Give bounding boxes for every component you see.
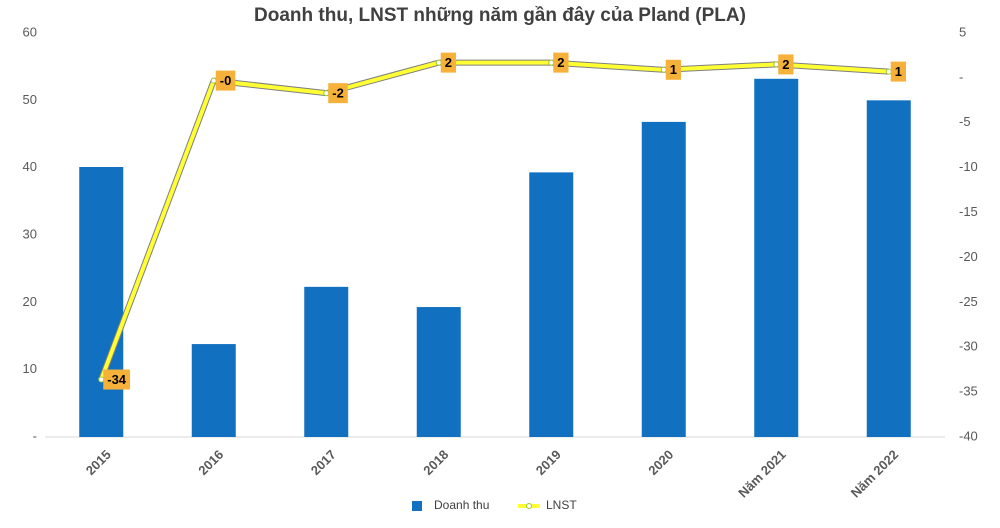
value-label: 2 [440,52,456,73]
y-tick-label: 10 [23,361,37,376]
y-tick-label: 40 [23,159,37,174]
value-label-text: 2 [782,57,789,72]
x-tick-label: 2017 [308,447,339,478]
y-tick-label: 60 [23,24,37,39]
y2-tick-label: 5 [959,24,966,39]
bar [529,172,574,437]
bar [416,307,461,437]
bar [641,121,686,437]
y-tick-label: 50 [23,92,37,107]
x-tick-label: 2015 [83,447,114,478]
value-label-text: -0 [220,73,232,88]
y2-tick-label: -30 [959,339,978,354]
y-tick-label: 20 [23,294,37,309]
marker [660,66,667,73]
bar [79,166,124,437]
y2-tick-label: -5 [959,114,971,129]
x-tick-label: 2016 [195,447,226,478]
legend-item: Doanh thu [412,498,489,512]
value-label-text: 2 [557,55,564,70]
marker [885,68,892,75]
value-label-text: 1 [895,64,902,79]
bar [754,78,799,437]
x-tick-label: Năm 2022 [848,447,902,501]
bar [866,100,911,437]
marker [210,77,217,84]
y-tick-label: 30 [23,226,37,241]
value-label-box [778,54,794,75]
y2-tick-label: -20 [959,249,978,264]
value-label-box [103,369,131,390]
y2-tick-label: -35 [959,384,978,399]
value-label-box [215,70,236,91]
value-label-text: -2 [332,86,344,101]
value-label: 1 [665,59,681,80]
value-label-box [665,59,681,80]
value-label: 1 [890,61,906,82]
legend-marker [526,503,532,509]
value-label-box [440,52,456,73]
x-tick-label: Năm 2021 [735,447,789,501]
x-tick-label: 2018 [420,447,451,478]
value-label: -0 [215,70,236,91]
legend-item: LNST [518,498,577,512]
x-tick-label: 2020 [645,447,676,478]
value-label-text: -34 [107,372,127,387]
y2-tick-label: -10 [959,159,978,174]
chart-title: Doanh thu, LNST những năm gần đây của Pl… [254,5,746,26]
value-label-box [553,52,569,73]
y-tick-label: - [33,428,37,443]
marker [548,59,555,66]
value-label-box [328,83,348,104]
value-label: -34 [103,369,131,390]
value-label: 2 [778,54,794,75]
marker [323,90,330,97]
x-tick-label: 2019 [533,447,564,478]
marker [435,59,442,66]
bar [304,286,349,437]
legend-swatch [412,501,422,511]
value-label-text: 2 [445,55,452,70]
y2-tick-label: -25 [959,294,978,309]
value-label: -2 [328,83,348,104]
value-label-text: 1 [670,62,677,77]
value-label-box [890,61,906,82]
marker [98,376,105,383]
marker [773,61,780,68]
legend-label: Doanh thu [434,498,489,512]
legend-label: LNST [546,498,577,512]
y2-tick-label: - [959,69,963,84]
y2-tick-label: -40 [959,428,978,443]
value-label: 2 [553,52,569,73]
y2-tick-label: -15 [959,204,978,219]
bar [191,344,236,437]
